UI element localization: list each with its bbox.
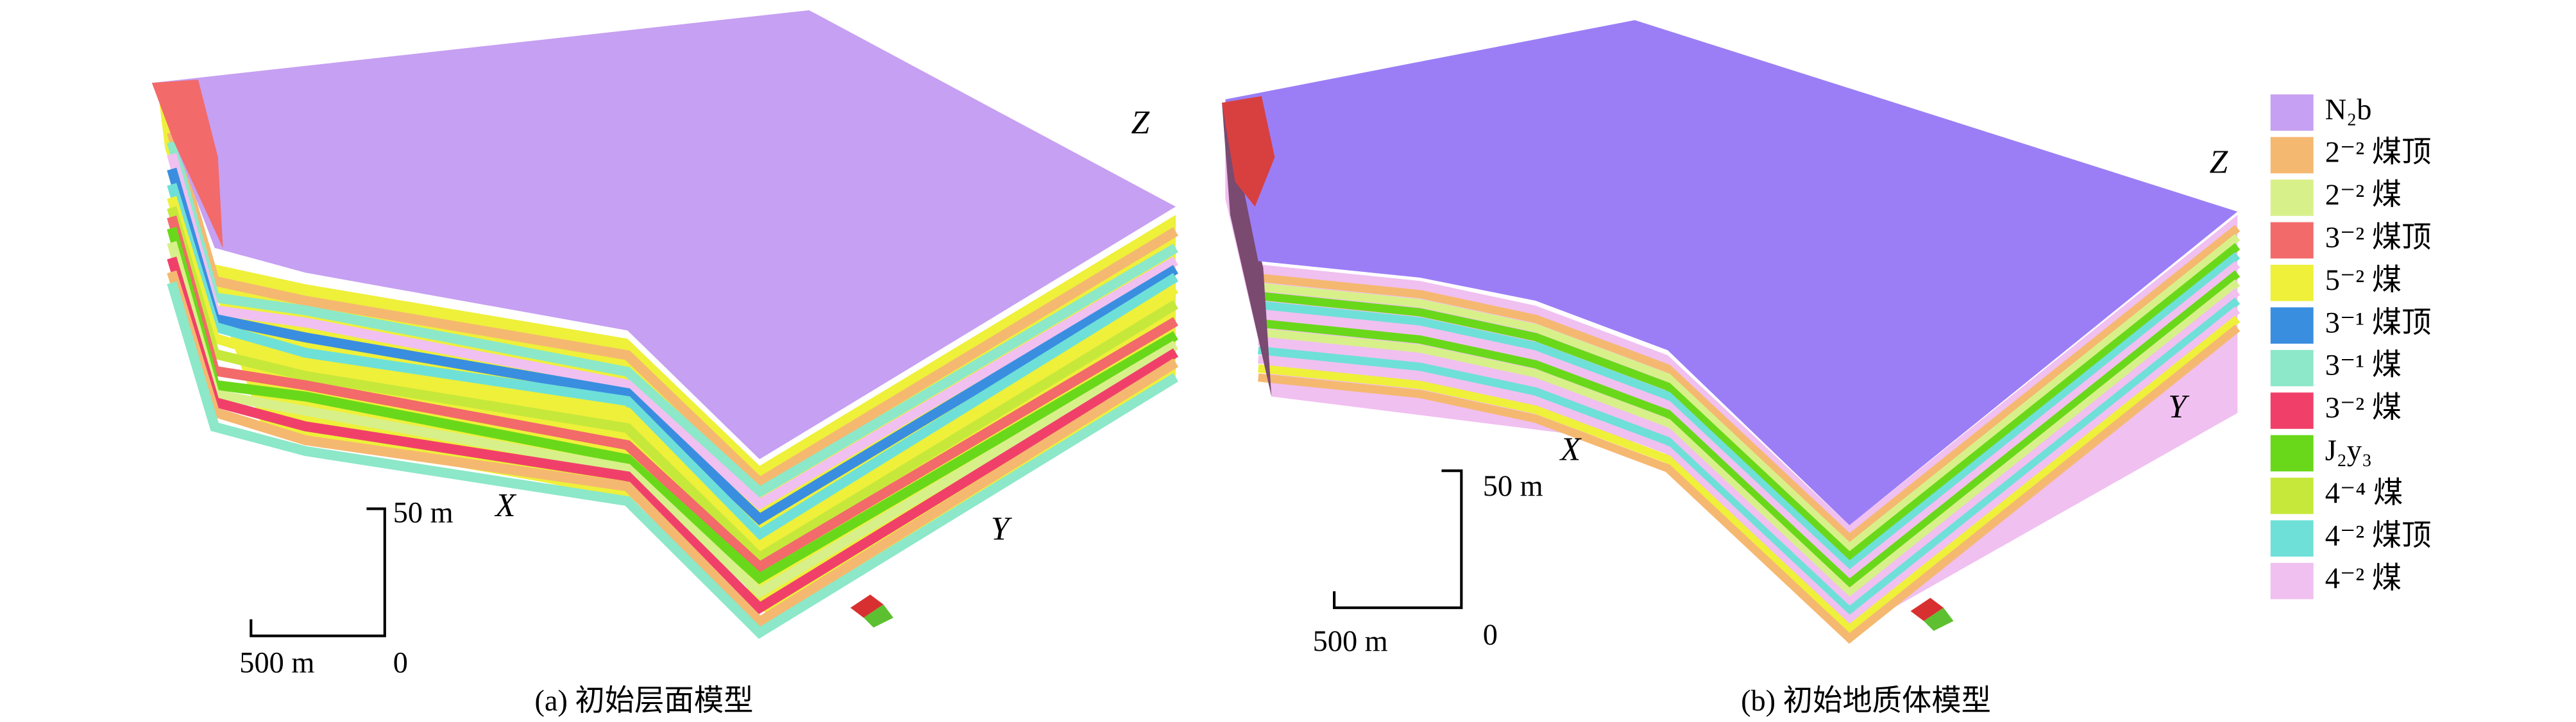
legend-swatch — [2270, 435, 2314, 472]
legend-swatch — [2270, 392, 2314, 429]
legend-label: 4⁻⁴ 煤 — [2325, 477, 2403, 510]
axis-x: X — [1559, 432, 1582, 468]
legend-label: 2⁻² 煤顶 — [2325, 137, 2432, 169]
layer — [1258, 270, 2241, 590]
legend-label: 3⁻² 煤 — [2325, 392, 2402, 424]
surface-model — [151, 10, 1179, 639]
scale-vertical: 50 m — [1483, 470, 1543, 503]
legend-label: 3⁻¹ 煤顶 — [2325, 306, 2432, 339]
scale-vertical: 50 m — [393, 496, 453, 529]
legend-swatch — [2270, 562, 2314, 600]
legend-swatch — [2270, 307, 2314, 344]
axis-y: Y — [991, 510, 1013, 547]
scale-origin: 0 — [1483, 619, 1498, 651]
caption: (b) 初始地质体模型 — [1741, 685, 1991, 718]
edge-patch — [151, 80, 223, 248]
caption: (a) 初始层面模型 — [535, 685, 754, 718]
axis-z: Z — [1131, 105, 1150, 141]
legend-swatch — [2270, 349, 2314, 387]
legend-label: 4⁻² 煤 — [2325, 562, 2402, 595]
orientation-icon — [850, 594, 1954, 631]
legend-swatch — [2270, 94, 2314, 131]
top-surface — [1225, 20, 2238, 526]
layer — [167, 281, 1178, 639]
legend-label: 2⁻² 煤 — [2325, 179, 2402, 212]
layer — [1258, 298, 2241, 617]
layer — [1258, 261, 2241, 580]
scale-horizontal: 500 m — [1313, 625, 1388, 658]
legend-label: 4⁻² 煤顶 — [2325, 519, 2432, 552]
legend-swatch — [2270, 222, 2314, 259]
legend-label: N₂b — [2325, 94, 2372, 126]
layer — [1258, 288, 2241, 608]
legend: N₂b 2⁻² 煤顶 2⁻² 煤 3⁻² 煤顶 5⁻² 煤 3⁻¹ 煤顶 3⁻¹ 煤 3⁻² … — [2270, 94, 2432, 600]
axis-x: X — [494, 487, 517, 524]
layer — [1258, 315, 2241, 635]
solid-model — [1222, 20, 2241, 644]
axis-y: Y — [2168, 389, 2190, 425]
layer — [1258, 243, 2241, 562]
edge-patch — [1222, 96, 1275, 207]
legend-label: 3⁻² 煤顶 — [2325, 221, 2432, 254]
layer — [1258, 252, 2241, 571]
legend-swatch — [2270, 478, 2314, 514]
legend-swatch — [2270, 137, 2314, 174]
scale-bar — [250, 507, 386, 637]
layer — [1258, 233, 2241, 553]
legend-label: 5⁻² 煤 — [2325, 264, 2402, 297]
legend-swatch — [2270, 520, 2314, 557]
scale-origin: 0 — [393, 647, 408, 680]
layer — [1258, 279, 2241, 599]
top-surface — [151, 10, 1176, 460]
layer — [1258, 224, 2241, 544]
legend-label: 3⁻¹ 煤 — [2325, 349, 2402, 382]
layer — [1258, 306, 2241, 626]
axis-z: Z — [2209, 144, 2228, 181]
legend-swatch — [2270, 180, 2314, 216]
scale-bar — [1333, 469, 1463, 609]
scale-horizontal: 500 m — [239, 647, 314, 680]
legend-label: J₂y₃ — [2325, 435, 2373, 467]
legend-swatch — [2270, 264, 2314, 301]
layer — [1258, 324, 2241, 644]
